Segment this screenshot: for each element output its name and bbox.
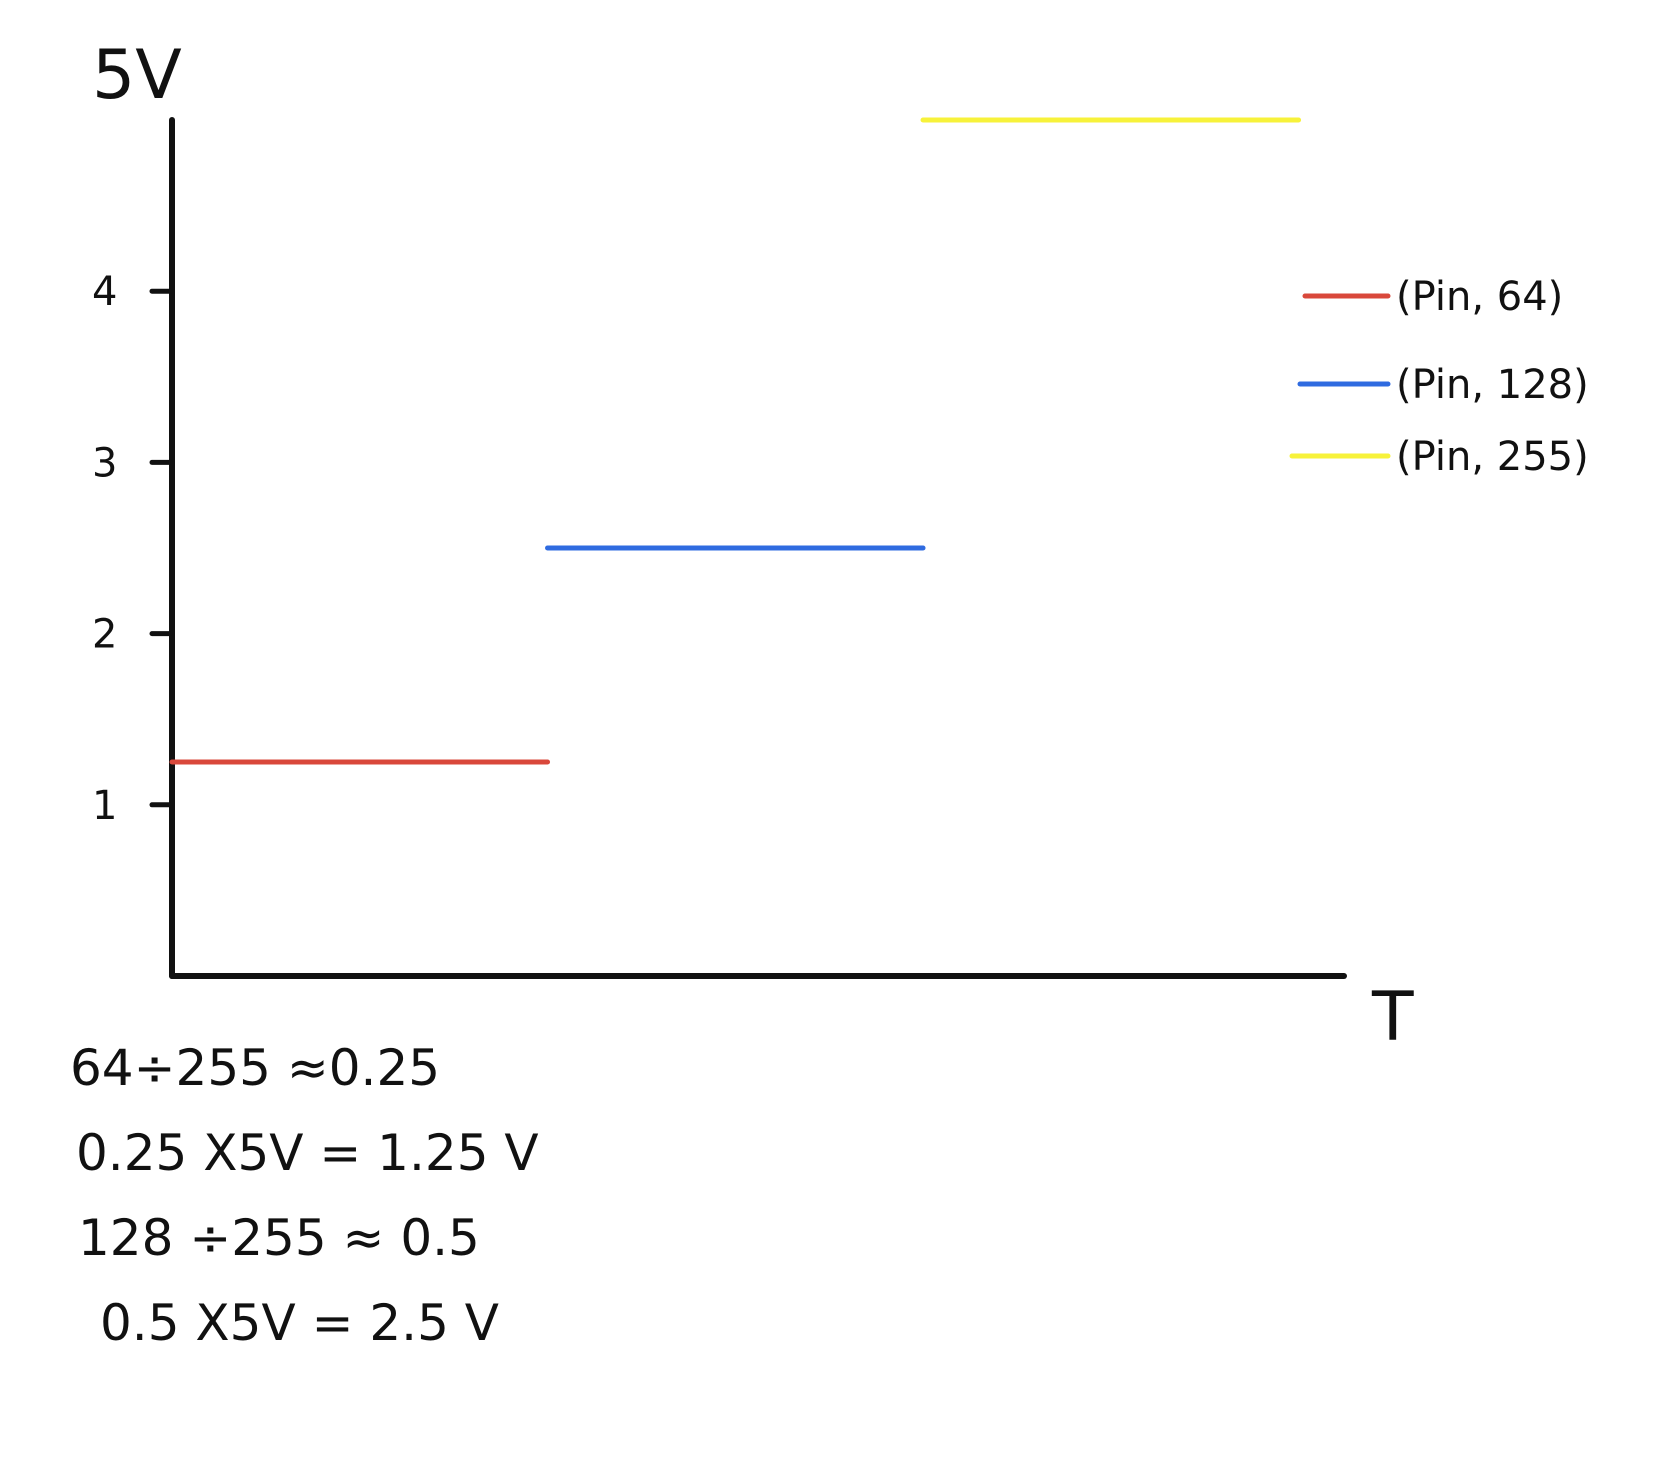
note-line-2: 0.25 X5V = 1.25 V [76, 1124, 539, 1182]
note-line-4: 0.5 X5V = 2.5 V [100, 1294, 499, 1352]
y-axis-label: 5V [92, 36, 182, 115]
calculation-notes: 64÷255 ≈0.25 0.25 X5V = 1.25 V 128 ÷255 … [70, 1039, 539, 1352]
y-ticks: 1 2 3 4 [92, 269, 173, 829]
y-tick-label-4: 4 [92, 269, 117, 315]
legend-label-1: (Pin, 64) [1396, 274, 1563, 320]
x-axis-label: T [1371, 978, 1414, 1057]
series-lines [169, 117, 1302, 765]
legend: (Pin, 64) (Pin, 128) (Pin, 255) [1289, 274, 1589, 480]
y-tick-label-2: 2 [92, 612, 117, 658]
legend-label-2: (Pin, 128) [1396, 362, 1589, 408]
note-line-3: 128 ÷255 ≈ 0.5 [78, 1209, 480, 1267]
y-tick-label-3: 3 [92, 440, 117, 486]
y-tick-label-1: 1 [92, 783, 117, 829]
note-line-1: 64÷255 ≈0.25 [70, 1039, 440, 1097]
legend-label-3: (Pin, 255) [1396, 434, 1589, 480]
